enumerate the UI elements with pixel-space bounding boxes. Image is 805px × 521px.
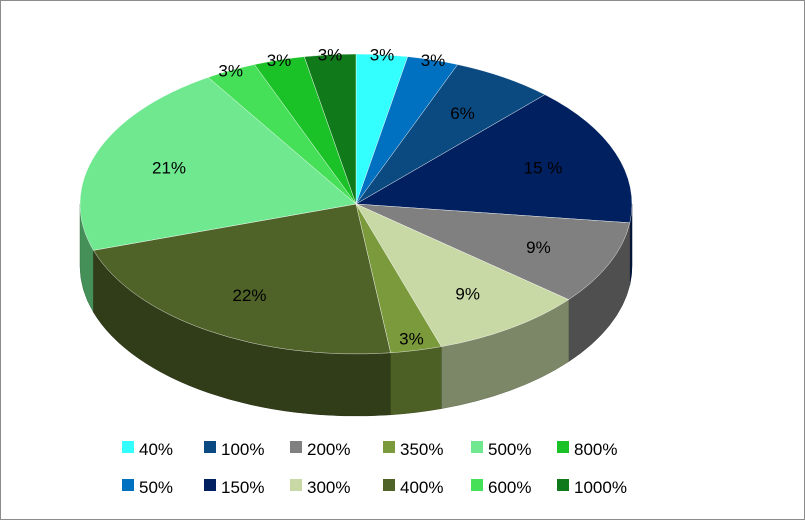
legend-swatch-40%: [122, 441, 134, 453]
pie-slice-300%: [355, 203, 570, 347]
legend-label-50%: 50%: [139, 478, 173, 497]
legend-swatch-200%: [290, 441, 302, 453]
data-labels: 3% 3% 6% 15 % 9% 9% 3% 22% 21% 3% 3% 3%: [152, 46, 562, 349]
pie-slice-1000%: [304, 53, 357, 205]
data-label-100%: 6%: [450, 104, 475, 123]
legend-label-200%: 200%: [307, 440, 350, 459]
legend-label-300%: 300%: [307, 478, 350, 497]
legend-swatch-500%: [471, 441, 483, 453]
legend-swatch-400%: [383, 479, 395, 491]
data-label-50%: 3%: [421, 51, 446, 70]
data-label-1000%: 3%: [318, 46, 343, 65]
legend-label-100%: 100%: [221, 440, 264, 459]
legend-swatch-1000%: [557, 479, 569, 491]
legend-label-1000%: 1000%: [574, 478, 627, 497]
legend-label-400%: 400%: [400, 478, 443, 497]
data-label-200%: 9%: [526, 238, 551, 257]
data-label-350%: 3%: [399, 330, 424, 349]
data-label-300%: 9%: [455, 284, 480, 303]
pie-slice-400%: [93, 203, 391, 355]
data-label-800%: 3%: [267, 51, 292, 70]
pie-slice-500%: [79, 77, 357, 251]
data-label-600%: 3%: [218, 61, 243, 80]
legend-label-350%: 350%: [400, 440, 443, 459]
legend-swatch-300%: [290, 479, 302, 491]
data-label-400%: 22%: [232, 286, 266, 305]
legend-swatch-800%: [557, 441, 569, 453]
pie-side-350%: [390, 346, 442, 416]
legend-swatch-600%: [471, 479, 483, 491]
legend-label-800%: 800%: [574, 440, 617, 459]
legend-label-40%: 40%: [139, 440, 173, 459]
legend-label-600%: 600%: [488, 478, 531, 497]
legend-swatch-350%: [383, 441, 395, 453]
pie-slice-150%: [355, 94, 633, 224]
pie-slices: [79, 53, 633, 355]
data-label-500%: 21%: [152, 158, 186, 177]
legend: 40% 100% 200% 350% 500% 800% 50% 150% 300% 400% 60…: [122, 440, 627, 497]
legend-swatch-50%: [122, 479, 134, 491]
legend-label-150%: 150%: [221, 478, 264, 497]
legend-swatch-150%: [204, 479, 216, 491]
legend-label-500%: 500%: [488, 440, 531, 459]
pie-slice-200%: [355, 203, 631, 300]
data-label-150%: 15 %: [524, 158, 563, 177]
legend-swatch-100%: [204, 441, 216, 453]
data-label-40%: 3%: [370, 46, 395, 65]
